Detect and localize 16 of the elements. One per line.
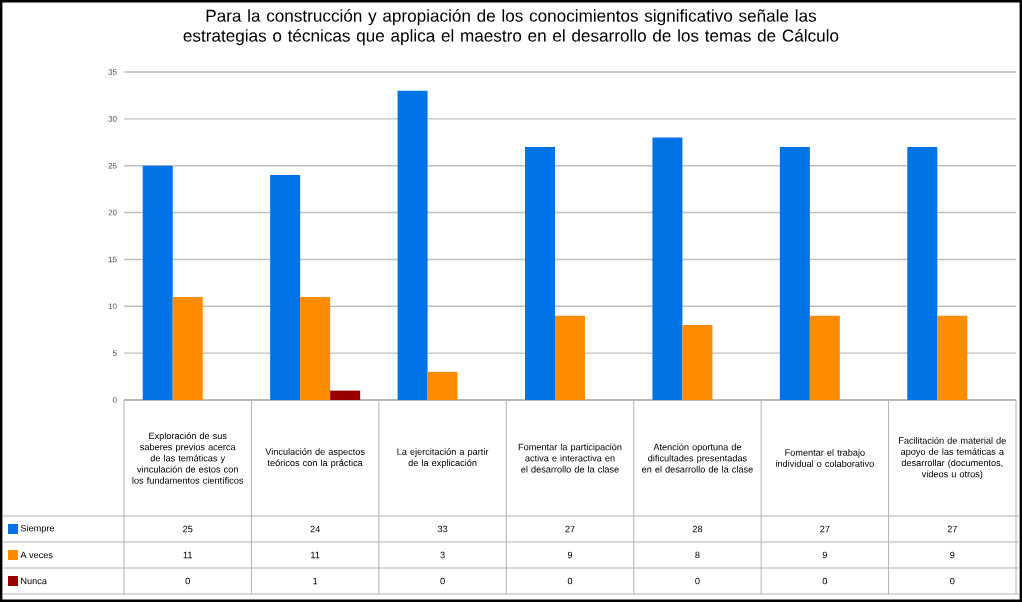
bar [937, 315, 968, 400]
bar [172, 296, 203, 400]
bar [427, 371, 458, 400]
bar [682, 325, 713, 400]
chart-title: Para la construcción y apropiación de los conocimientos significativo señale las estrategias o técnicas que aplica el maestro en el desarrollo de los temas de Cálculo [183, 9, 839, 46]
bar [397, 90, 428, 400]
bar [907, 146, 938, 400]
bar [652, 137, 683, 400]
bar [809, 315, 840, 400]
bar [142, 165, 173, 400]
bar [270, 175, 301, 400]
bar [779, 146, 810, 400]
bar [555, 315, 585, 400]
bar [525, 146, 555, 400]
bar [330, 390, 361, 400]
bar [300, 296, 331, 400]
